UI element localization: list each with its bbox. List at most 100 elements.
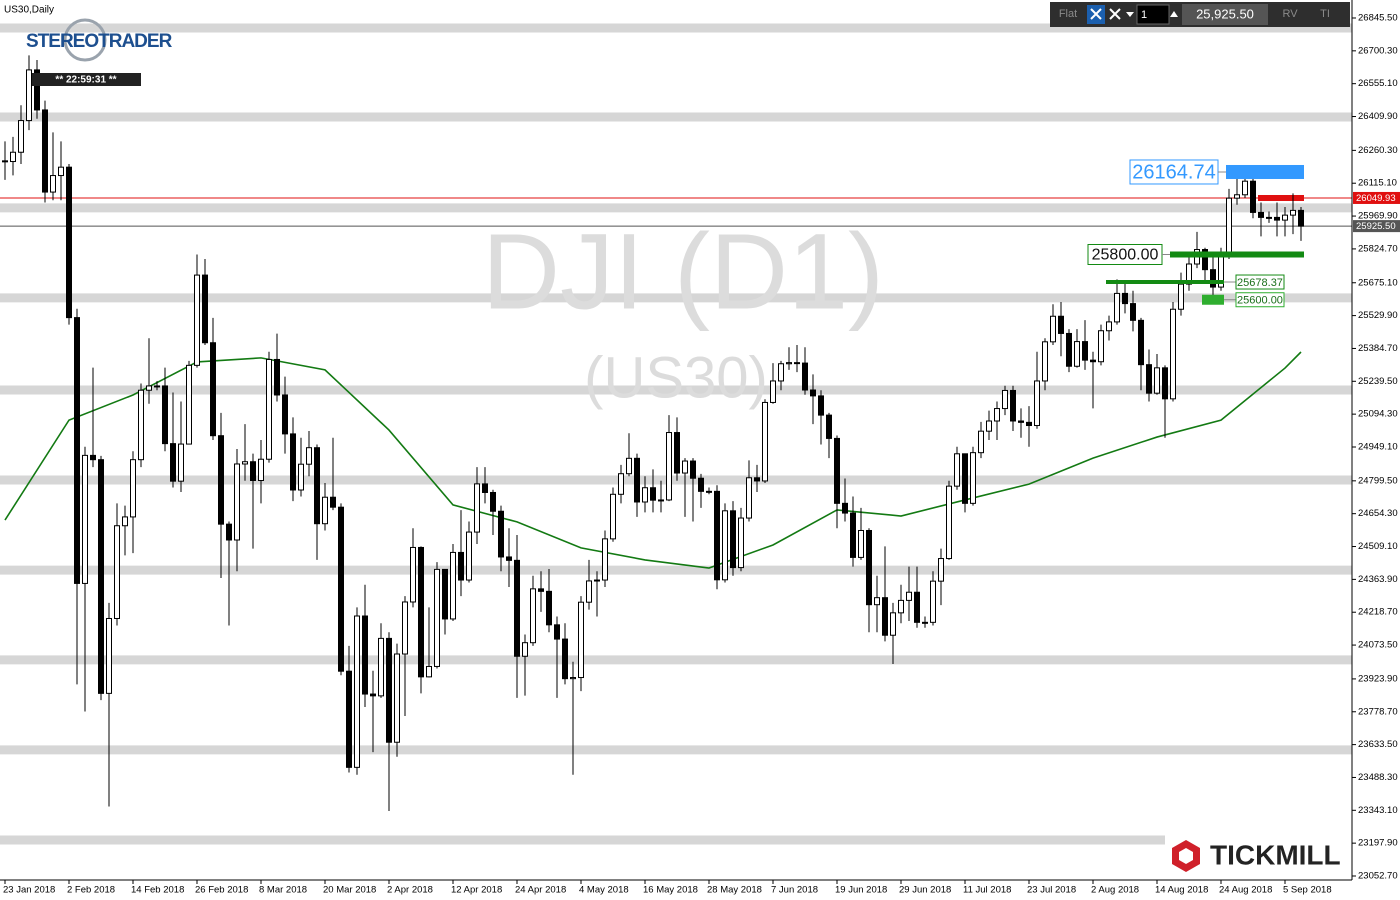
x-tick-label: 29 Jun 2018 xyxy=(899,885,951,896)
ti-button[interactable]: TI xyxy=(1320,8,1330,20)
candle-body xyxy=(122,516,128,527)
candle-body xyxy=(146,385,152,391)
candle-body xyxy=(786,362,792,365)
candle-body xyxy=(762,401,768,482)
candle-body xyxy=(138,389,144,461)
y-tick-label: 24363.90 xyxy=(1358,574,1398,585)
candle-body xyxy=(450,551,456,620)
watermark-sub: (US30) xyxy=(584,345,768,410)
candle-body xyxy=(794,362,800,365)
background-layer xyxy=(0,23,1352,845)
candle-body xyxy=(770,380,776,403)
candle-body xyxy=(874,597,880,606)
candle-body xyxy=(1290,209,1296,216)
x-tick-label: 12 Apr 2018 xyxy=(451,885,502,896)
plot-layer: 26164.74 25800.00 25678.37 25600.00 xyxy=(0,55,1352,812)
rv-button[interactable]: RV xyxy=(1282,8,1298,20)
candle-body xyxy=(1002,389,1008,410)
clock: ** 22:59:31 ** xyxy=(55,75,116,86)
candle-body xyxy=(154,385,160,388)
candle-body xyxy=(42,109,48,193)
brand-footer: TICKMILL xyxy=(1165,832,1352,880)
candle-body xyxy=(778,363,784,382)
y-tick-label: 24654.30 xyxy=(1358,508,1398,519)
candle-body xyxy=(1010,389,1016,422)
candle-body xyxy=(458,551,464,581)
candle-body xyxy=(994,408,1000,422)
candle-body xyxy=(562,638,568,680)
y-tick-label: 25239.50 xyxy=(1358,376,1398,387)
y-tick-label: 23778.70 xyxy=(1358,706,1398,717)
y-tick-label: 25824.70 xyxy=(1358,243,1398,254)
spin-icon[interactable] xyxy=(1170,11,1178,17)
toolbar: Flat 1 25,925.50 RV TI xyxy=(1050,2,1350,27)
candle-body xyxy=(362,615,368,695)
candle-body xyxy=(858,529,864,558)
candle-body xyxy=(1178,283,1184,310)
x-tick-label: 14 Aug 2018 xyxy=(1155,885,1208,896)
candle-body xyxy=(890,612,896,636)
candle-body xyxy=(706,490,712,493)
candle-body xyxy=(466,531,472,581)
candle-body xyxy=(1250,180,1256,213)
candle-body xyxy=(1274,216,1280,221)
candle-body xyxy=(898,599,904,614)
candle-body xyxy=(498,510,504,558)
candle-body xyxy=(210,342,216,437)
dropdown-icon[interactable] xyxy=(1126,12,1134,17)
x-tick-label: 24 Apr 2018 xyxy=(515,885,566,896)
clock-box xyxy=(32,73,141,86)
candle-body xyxy=(834,437,840,504)
candle-body xyxy=(746,477,752,519)
candle-body xyxy=(698,477,704,492)
candle-body xyxy=(882,597,888,636)
y-tick-label: 26115.10 xyxy=(1358,178,1397,189)
candle-body xyxy=(1074,341,1080,367)
level-label: 26164.74 xyxy=(1132,161,1215,183)
candle-body xyxy=(970,452,976,504)
candle-body xyxy=(330,496,336,508)
x-tick-label: 14 Feb 2018 xyxy=(131,885,184,896)
candle-body xyxy=(682,460,688,474)
candle-body xyxy=(170,443,176,482)
candle-body xyxy=(914,591,920,623)
x-tick-label: 24 Aug 2018 xyxy=(1219,885,1272,896)
y-tick-label: 23923.90 xyxy=(1358,673,1398,684)
candle-body xyxy=(1042,341,1048,382)
candle-body xyxy=(1130,303,1136,321)
candle-body xyxy=(18,120,24,153)
x-axis-bg xyxy=(0,880,1352,900)
candle-body xyxy=(34,69,40,111)
candle-body xyxy=(618,473,624,495)
x-tick-label: 2 Apr 2018 xyxy=(387,885,433,896)
candle-body xyxy=(50,175,56,193)
candle-body xyxy=(442,568,448,620)
close-icon xyxy=(1090,8,1102,20)
candle-body xyxy=(2,160,8,163)
close-all-icon[interactable] xyxy=(1109,8,1121,20)
candle-body xyxy=(266,358,272,460)
price-tag-label: 25925.50 xyxy=(1356,221,1396,232)
candle-body xyxy=(1106,321,1112,332)
candle-body xyxy=(642,487,648,503)
mode-button[interactable]: Flat xyxy=(1059,8,1077,20)
candle-body xyxy=(634,457,640,503)
lots-input[interactable] xyxy=(1136,4,1170,25)
x-tick-label: 2 Aug 2018 xyxy=(1091,885,1139,896)
candle-body xyxy=(754,477,760,482)
candle-body xyxy=(130,459,136,518)
candle-body xyxy=(1154,367,1160,394)
x-tick-label: 19 Jun 2018 xyxy=(835,885,887,896)
candle-body xyxy=(522,642,528,657)
level-label: 25600.00 xyxy=(1237,295,1283,307)
candle-body xyxy=(1298,209,1304,227)
candle-body xyxy=(1242,180,1248,196)
y-tick-label: 23052.70 xyxy=(1358,871,1398,882)
candle-body xyxy=(434,568,440,667)
candle-body xyxy=(394,653,400,743)
x-tick-label: 16 May 2018 xyxy=(643,885,698,896)
candle-body xyxy=(90,454,96,461)
x-tick-label: 23 Jul 2018 xyxy=(1027,885,1076,896)
